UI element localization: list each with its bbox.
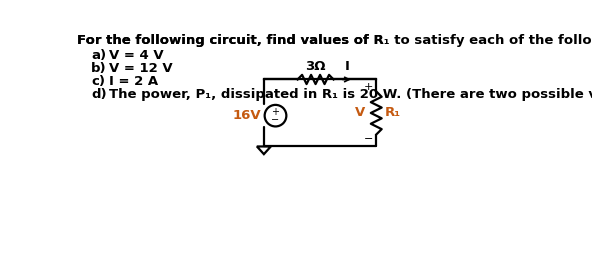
- Text: I: I: [345, 60, 349, 73]
- Text: c): c): [91, 75, 105, 88]
- Text: V: V: [355, 107, 365, 119]
- Text: −: −: [272, 115, 279, 125]
- Text: 16V: 16V: [233, 109, 262, 122]
- Text: b): b): [91, 62, 107, 75]
- Text: V = 12 V: V = 12 V: [109, 62, 172, 75]
- Text: The power, P₁, dissipated in R₁ is 20 W. (There are two possible values for R₁. : The power, P₁, dissipated in R₁ is 20 W.…: [109, 88, 592, 101]
- Text: I = 2 A: I = 2 A: [109, 75, 158, 88]
- Text: −: −: [364, 134, 373, 144]
- Text: a): a): [91, 49, 106, 62]
- Text: 3Ω: 3Ω: [305, 60, 326, 73]
- Text: V = 4 V: V = 4 V: [109, 49, 163, 62]
- Text: For the following circuit, find values of R₁ to satisfy each of the following co: For the following circuit, find values o…: [77, 34, 592, 47]
- Text: R₁: R₁: [385, 107, 401, 119]
- Text: +: +: [364, 82, 373, 92]
- Text: +: +: [272, 107, 279, 117]
- Text: d): d): [91, 88, 107, 101]
- Text: For the following circuit, find values of R: For the following circuit, find values o…: [77, 34, 384, 47]
